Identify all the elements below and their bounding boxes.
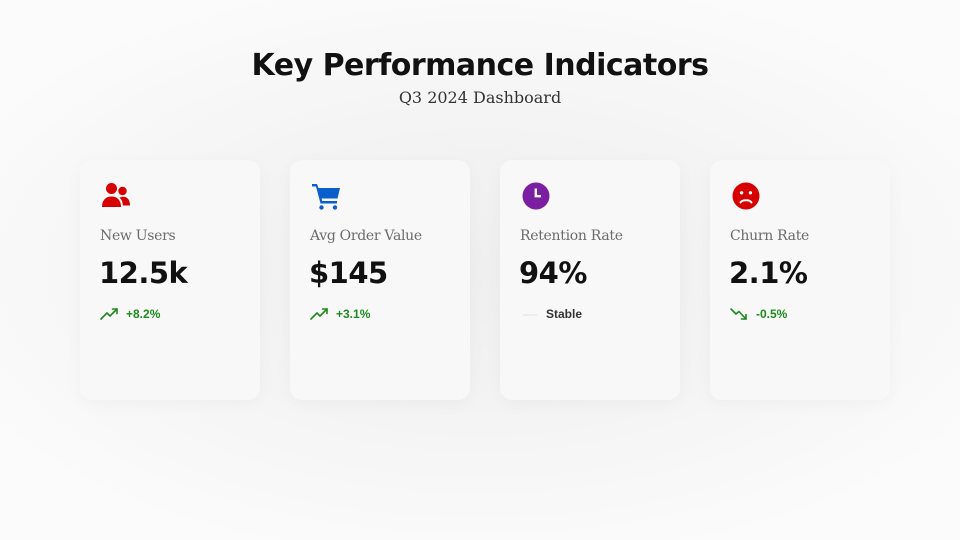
- kpi-card-avg-order-value[interactable]: Avg Order Value $145 +3.1%: [290, 160, 470, 400]
- trending-down-icon: [730, 308, 747, 320]
- trend-text: +8.2%: [126, 307, 161, 321]
- kpi-label: New Users: [100, 228, 176, 244]
- trend-text: Stable: [546, 307, 583, 321]
- kpi-card-new-users[interactable]: New Users 12.5k +8.2%: [80, 160, 260, 400]
- kpi-card-churn-rate[interactable]: Churn Rate 2.1% -0.5%: [710, 160, 890, 400]
- kpi-value: 12.5k: [99, 256, 188, 290]
- kpi-label: Churn Rate: [730, 228, 810, 244]
- shopping-cart-icon: [312, 184, 340, 210]
- kpi-value: 2.1%: [729, 256, 808, 290]
- kpi-card-row: New Users 12.5k +8.2% Avg Order Value $1…: [80, 160, 890, 400]
- clock-icon: [522, 182, 550, 210]
- kpi-label: Retention Rate: [520, 228, 623, 244]
- page-header: Key Performance Indicators Q3 2024 Dashb…: [0, 46, 960, 109]
- trending-up-icon: [310, 308, 328, 320]
- users-icon: [102, 183, 130, 207]
- trending-flat-icon: [523, 314, 537, 316]
- trend-text: +3.1%: [336, 307, 371, 321]
- kpi-trend: +8.2%: [100, 306, 160, 322]
- kpi-value: $145: [309, 256, 388, 290]
- trend-text: -0.5%: [756, 307, 788, 321]
- page-subtitle: Q3 2024 Dashboard: [398, 88, 562, 107]
- page-title: Key Performance Indicators: [251, 48, 710, 83]
- kpi-card-retention-rate[interactable]: Retention Rate 94% Stable: [500, 160, 680, 400]
- kpi-value: 94%: [519, 256, 587, 290]
- kpi-trend: -0.5%: [730, 306, 787, 322]
- kpi-trend: Stable: [520, 306, 582, 322]
- trending-up-icon: [100, 308, 118, 320]
- sad-face-icon: [732, 182, 760, 210]
- kpi-label: Avg Order Value: [310, 228, 422, 244]
- kpi-trend: +3.1%: [310, 306, 370, 322]
